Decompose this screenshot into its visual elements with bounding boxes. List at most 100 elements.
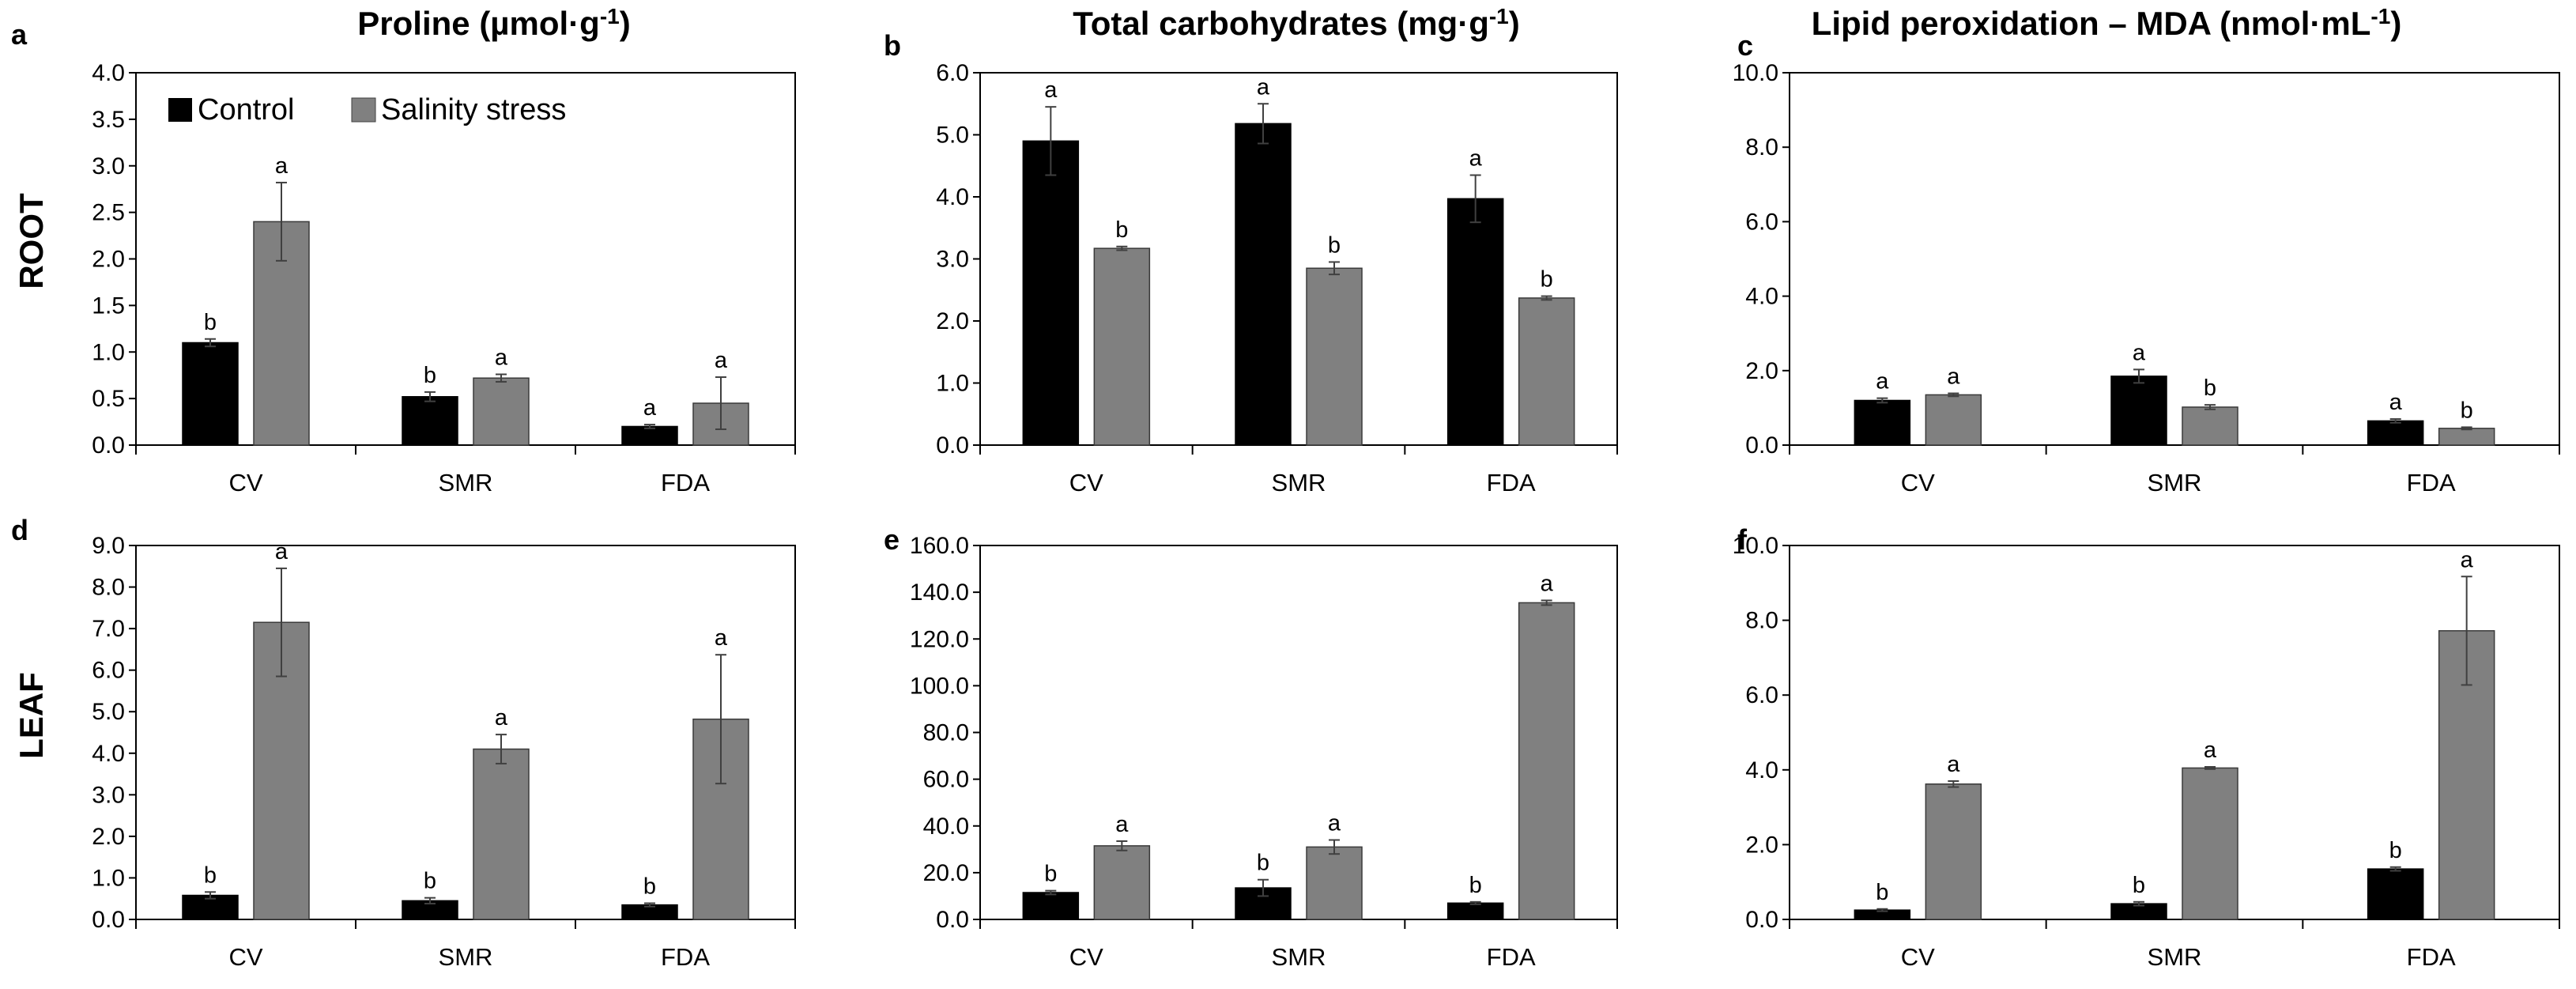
significance-letter: b [1044,862,1057,887]
y-tick-label: 7.0 [92,616,125,642]
bar-control [1022,892,1080,920]
y-tick-label: 140.0 [910,579,969,606]
y-tick-label: 2.0 [936,308,969,334]
plot-frame [135,545,796,920]
bar-salinity [1925,783,1982,920]
bar-control [1854,399,1911,446]
y-tick-label: 8.0 [1745,608,1778,634]
significance-letter: a [1328,810,1341,836]
y-tick-label: 8.0 [1745,134,1778,160]
significance-letter: b [1469,873,1482,898]
y-tick-label: 80.0 [923,720,969,746]
legend-label-control: Control [198,93,295,126]
bar-control [1446,198,1504,446]
plot-frame [1789,545,2560,920]
significance-letter: a [1115,812,1129,837]
panel-a: a 0.0 0.5 1.0 1.5 2.0 2.5 3.0 3.5 4.0 CV b a SMR b a FDA… [11,18,796,496]
x-category-label: FDA [1487,943,1536,971]
y-tick-label: 4.0 [92,741,125,767]
significance-letter: b [1541,267,1553,293]
x-category-label: SMR [1272,469,1326,496]
significance-letter: b [1257,851,1269,876]
x-category-label: SMR [439,943,493,971]
bar-salinity [2438,428,2495,446]
bar-control [621,425,678,446]
bar-salinity [473,748,530,920]
x-category-label: FDA [661,469,710,496]
x-category-label: CV [1069,943,1103,971]
bar-salinity [1518,297,1575,446]
significance-letter: a [643,395,657,421]
panel-letter: c [1737,29,1753,62]
y-tick-label: 40.0 [923,813,969,840]
column-title-proline: Proline (µmol·g-1) [357,4,630,42]
bar-control [2110,376,2167,446]
row-label-root: ROOT [13,193,50,289]
y-tick-label: 2.0 [1745,832,1778,858]
legend-swatch-control [168,98,192,122]
bar-salinity [473,377,530,446]
significance-letter: b [643,874,656,900]
panel-letter: a [11,18,28,51]
significance-letter: a [495,345,508,371]
significance-letter: a [2461,547,2474,572]
y-tick-label: 1.0 [936,371,969,397]
x-category-label: SMR [2148,943,2202,971]
y-tick-label: 60.0 [923,767,969,793]
x-category-label: CV [1901,469,1935,496]
y-tick-label: 0.5 [92,386,125,412]
x-category-label: FDA [2407,943,2456,971]
x-category-label: CV [228,943,262,971]
y-tick-label: 5.0 [92,699,125,725]
y-tick-label: 2.0 [92,247,125,273]
y-tick-label: 6.0 [936,60,969,86]
bar-salinity [2182,767,2238,920]
y-tick-label: 1.0 [92,339,125,365]
y-tick-label: 20.0 [923,860,969,886]
y-tick-label: 0.0 [936,432,969,459]
x-category-label: CV [228,469,262,496]
significance-letter: a [715,625,728,651]
bar-salinity [692,718,749,920]
y-tick-label: 3.5 [92,107,125,133]
y-tick-label: 2.5 [92,200,125,226]
bar-control [1235,123,1292,446]
legend-swatch-salinity [351,97,376,123]
y-tick-label: 10.0 [1733,60,1778,86]
y-tick-label: 4.0 [1745,284,1778,310]
bar-control [1446,902,1504,920]
significance-letter: b [204,310,217,335]
panel-letter: b [884,29,901,62]
significance-letter: a [1541,571,1554,596]
bar-salinity [1306,267,1363,446]
panel-letter: d [11,514,28,546]
bar-salinity [1518,602,1575,920]
bar-control [2367,420,2424,446]
panel-e: e 0.0 20.0 40.0 60.0 80.0 100.0 120.0 140.0 160.0… [884,523,1618,971]
bar-control [402,396,458,446]
y-tick-label: 4.0 [92,60,125,86]
significance-letter: a [2133,340,2146,365]
significance-letter: a [2204,738,2217,763]
significance-letter: b [2204,376,2216,401]
y-tick-label: 9.0 [92,533,125,559]
panel-letter: e [884,523,900,556]
column-title-carbohydrates: Total carbohydrates (mg·g-1) [1073,4,1520,42]
panel-c: c 0.0 2.0 4.0 6.0 8.0 10.0 CV a a SMR a b FDA a b [1733,29,2560,496]
bar-salinity [2182,406,2238,446]
significance-letter: a [1876,369,1889,394]
y-tick-label: 4.0 [936,184,969,210]
bar-control [2367,868,2424,920]
bar-salinity [1093,247,1151,446]
y-tick-label: 0.0 [1745,907,1778,933]
y-tick-label: 4.0 [1745,757,1778,783]
y-tick-label: 100.0 [910,673,969,699]
y-tick-label: 6.0 [1745,682,1778,708]
x-category-label: CV [1069,469,1103,496]
x-category-label: FDA [2407,469,2456,496]
bar-salinity [1925,394,1982,446]
significance-letter: a [1469,146,1483,172]
significance-letter: a [275,153,289,179]
significance-letter: a [1947,364,1960,390]
panel-d: d 0.0 1.0 2.0 3.0 4.0 5.0 6.0 7.0 8.0 9.0 CV b a SMR b a… [11,514,796,971]
